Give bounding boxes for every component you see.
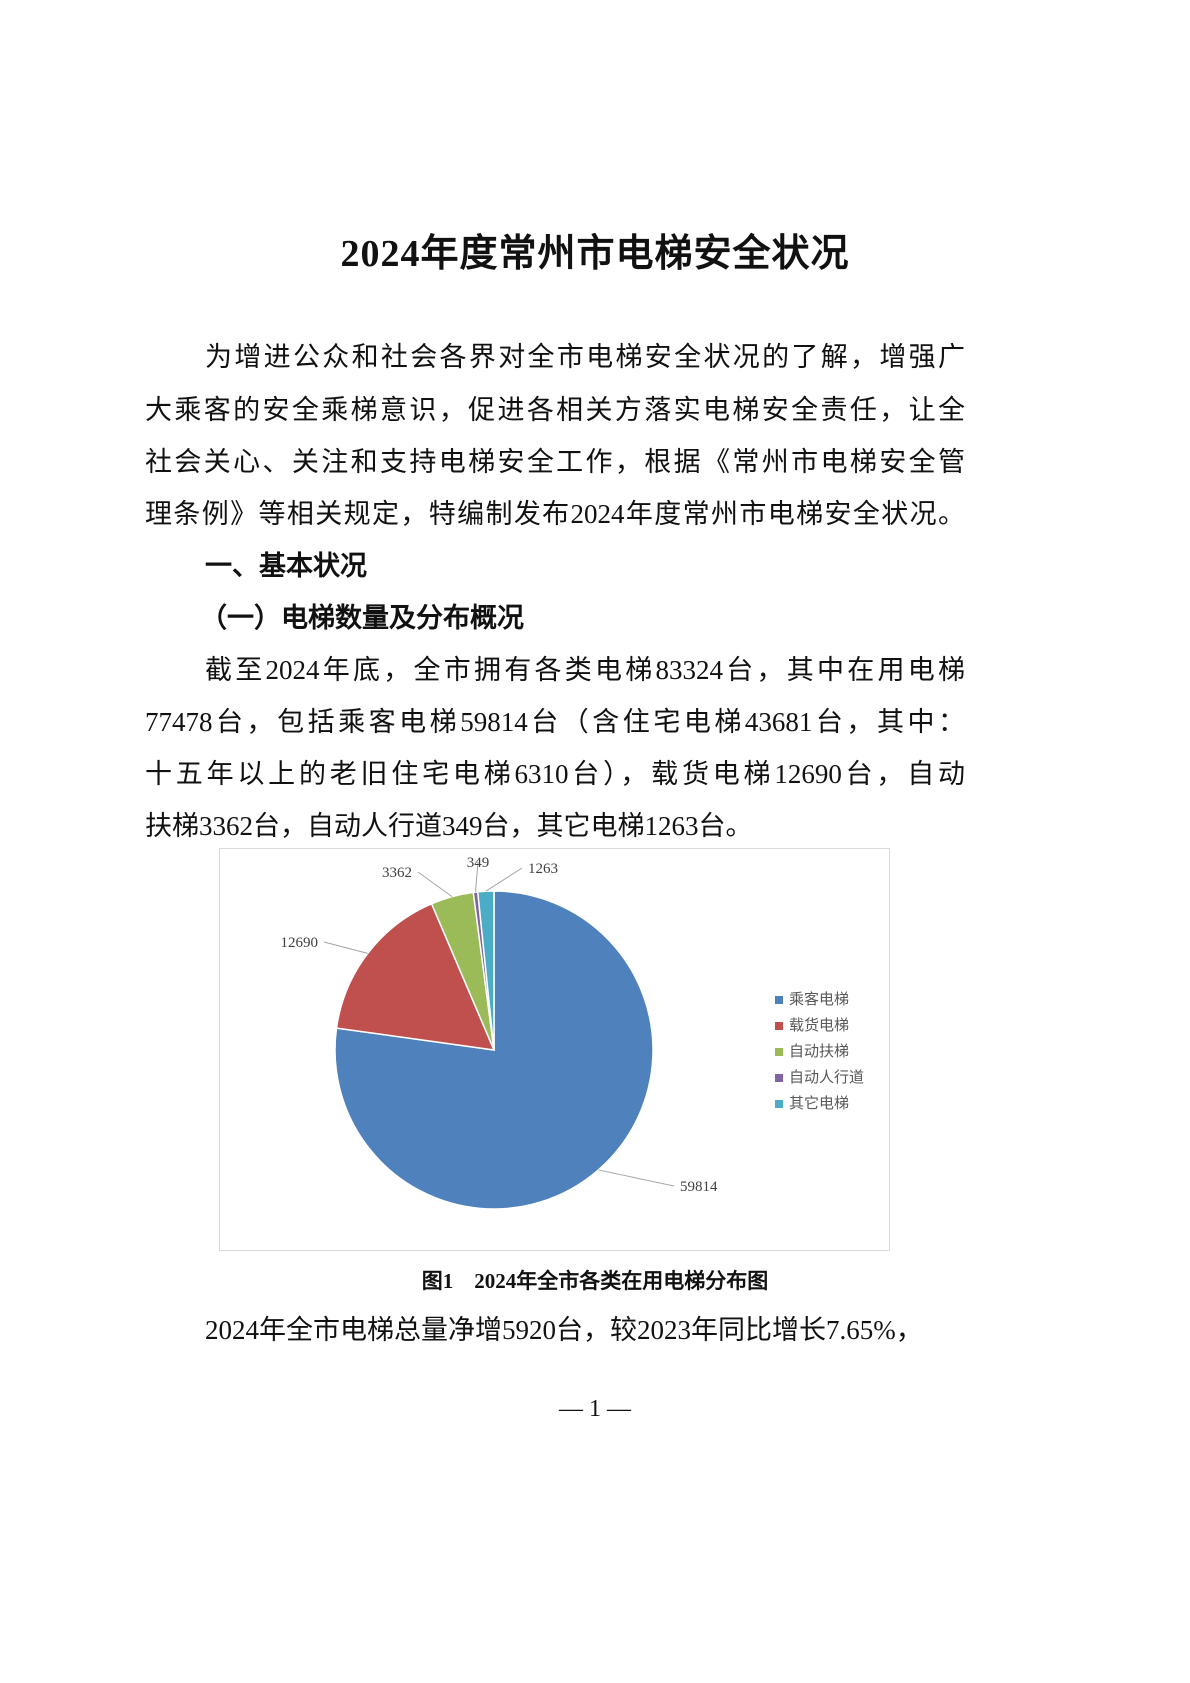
data-label-1: 59814	[680, 1179, 718, 1195]
legend-swatch	[775, 1048, 783, 1056]
legend-swatch	[775, 996, 783, 1004]
section-heading: 一、基本状况	[205, 551, 367, 581]
chart-legend: 乘客电梯载货电梯自动扶梯自动人行道其它电梯	[775, 987, 864, 1117]
para2-line-3: 十五年以上的老旧住宅电梯6310台），载货电梯12690台，自动	[145, 759, 965, 789]
legend-item: 载货电梯	[775, 1013, 864, 1039]
pie-chart-svg: 59814 12690 3362 349 1263	[281, 855, 718, 1210]
legend-swatch	[775, 1100, 783, 1108]
legend-label: 载货电梯	[789, 1018, 850, 1034]
data-label-2: 12690	[281, 935, 319, 951]
para2-line-4: 扶梯3362台，自动人行道349台，其它电梯1263台。	[145, 811, 753, 841]
legend-label: 其它电梯	[789, 1096, 850, 1112]
leader-line-3	[417, 871, 453, 898]
legend-label: 自动扶梯	[789, 1044, 850, 1060]
para2-line-2: 77478台，包括乘客电梯59814台（含住宅电梯43681台，其中：	[145, 707, 965, 737]
para3-line-1: 2024年全市电梯总量净增5920台，较2023年同比增长7.65%，	[205, 1315, 923, 1345]
legend-item: 自动人行道	[775, 1065, 864, 1091]
legend-item: 乘客电梯	[775, 987, 864, 1013]
intro-line-1: 为增进公众和社会各界对全市电梯安全状况的了解，增强广	[205, 342, 965, 372]
leader-line-2	[323, 941, 368, 954]
legend-item: 其它电梯	[775, 1091, 864, 1117]
data-label-5: 1263	[528, 861, 558, 877]
leader-line-5	[485, 867, 523, 892]
page-number: — 1 —	[559, 1396, 631, 1422]
intro-line-3: 社会关心、关注和支持电梯安全工作，根据《常州市电梯安全管	[145, 447, 965, 477]
intro-line-2: 大乘客的安全乘梯意识，促进各相关方落实电梯安全责任，让全	[145, 395, 965, 425]
data-label-3: 3362	[382, 865, 412, 881]
pie-chart: 59814 12690 3362 349 1263 乘客电梯载货电梯自动扶梯自动人行道其…	[219, 848, 890, 1251]
legend-label: 乘客电梯	[789, 992, 850, 1008]
para2-line-1: 截至2024年底，全市拥有各类电梯83324台，其中在用电梯	[205, 655, 965, 685]
legend-swatch	[775, 1022, 783, 1030]
subsection-heading: （一）电梯数量及分布概况	[200, 603, 524, 633]
legend-item: 自动扶梯	[775, 1039, 864, 1065]
leader-line-1	[598, 1169, 675, 1187]
intro-line-4: 理条例》等相关规定，特编制发布2024年度常州市电梯安全状况。	[145, 499, 965, 529]
page-title: 2024年度常州市电梯安全状况	[340, 233, 850, 275]
leader-line-4	[475, 861, 479, 893]
data-label-4: 349	[467, 855, 490, 871]
figure-caption: 图1 2024年全市各类在用电梯分布图	[421, 1269, 769, 1293]
legend-label: 自动人行道	[789, 1070, 865, 1086]
legend-swatch	[775, 1074, 783, 1082]
